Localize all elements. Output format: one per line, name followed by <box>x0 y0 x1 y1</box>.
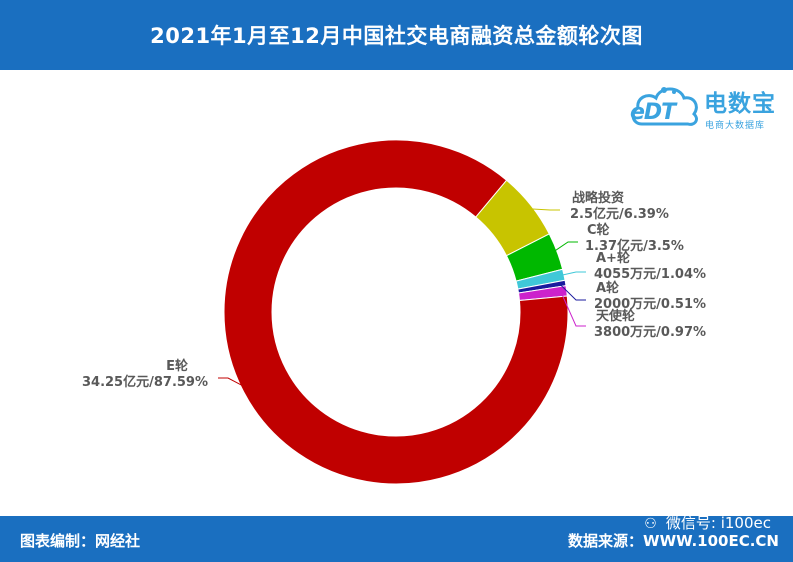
donut-slices <box>223 139 569 485</box>
leader-line-1 <box>525 208 560 211</box>
leader-lines <box>218 208 586 390</box>
leader-line-0 <box>218 377 250 390</box>
source-text: 数据来源：WWW.100EC.CN <box>568 532 779 550</box>
slice-label-2-line1: C轮 <box>587 222 610 238</box>
slice-label-3-line2: 4055万元/1.04% <box>594 267 706 282</box>
slice-label-0-line2: 34.25亿元/87.59% <box>82 374 208 390</box>
header-bar: 2021年1月至12月中国社交电商融资总金额轮次图 <box>0 0 793 70</box>
slice-labels: 战略投资2.5亿元/6.39%C轮1.37亿元/3.5%A+轮4055万元/1.… <box>82 190 706 390</box>
logo: eDT 电数宝 电商大数据库 <box>628 78 788 140</box>
leader-line-2 <box>551 241 578 254</box>
wechat-id: 微信号: i100ec <box>665 514 771 532</box>
slice-label-4-line2: 2000万元/0.51% <box>594 297 706 312</box>
logo-tagline: 电商大数据库 <box>705 121 766 131</box>
slice-0 <box>223 139 569 485</box>
wechat-watermark: ⚇ 微信号: i100ec <box>644 512 771 533</box>
slice-label-3-line1: A+轮 <box>596 250 630 266</box>
wechat-icon: ⚇ <box>644 516 657 532</box>
chart-title: 2021年1月至12月中国社交电商融资总金额轮次图 <box>150 24 643 48</box>
credit-text: 图表编制：网经社 <box>20 532 141 550</box>
leader-line-5 <box>560 291 586 327</box>
logo-mark: eDT <box>630 100 676 125</box>
cloud-logo-icon <box>631 87 698 126</box>
logo-name: 电数宝 <box>704 91 776 117</box>
slice-label-0-line1: E轮 <box>166 358 188 374</box>
leader-line-4 <box>559 283 586 301</box>
slice-label-1-line2: 2.5亿元/6.39% <box>570 206 669 222</box>
slice-label-2-line2: 1.37亿元/3.5% <box>585 238 684 254</box>
slice-label-5-line2: 3800万元/0.97% <box>594 325 706 340</box>
donut-chart: 战略投资2.5亿元/6.39%C轮1.37亿元/3.5%A+轮4055万元/1.… <box>82 139 706 485</box>
slice-label-5-line1: 天使轮 <box>596 308 635 324</box>
leader-line-3 <box>557 271 586 277</box>
footer-bar: 图表编制：网经社 数据来源：WWW.100EC.CN <box>0 516 793 562</box>
slice-label-1-line1: 战略投资 <box>572 190 624 206</box>
slice-label-4-line1: A轮 <box>596 280 619 296</box>
